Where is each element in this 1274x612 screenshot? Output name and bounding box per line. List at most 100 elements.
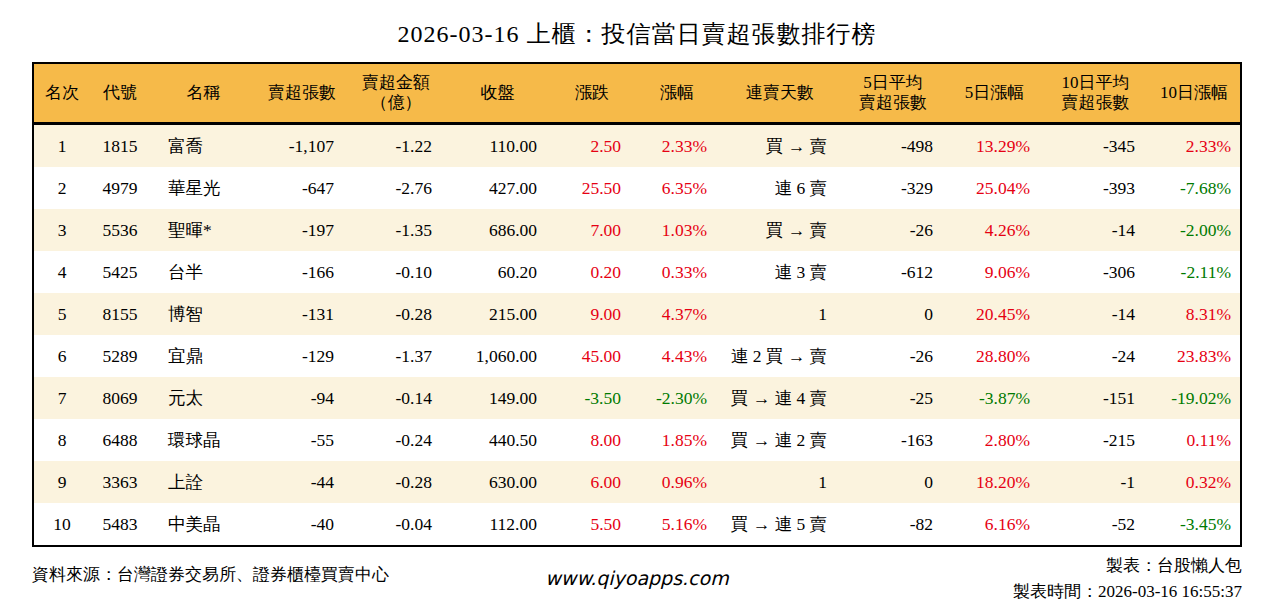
cell-pct10: 2.33% — [1148, 125, 1240, 167]
cell-change-pct: -2.30% — [634, 377, 720, 419]
cell-amount: -2.76 — [347, 167, 445, 209]
cell-code: 1815 — [90, 125, 150, 167]
cell-code: 5289 — [90, 335, 150, 377]
cell-pct5: 20.45% — [946, 293, 1043, 335]
cell-avg5: -498 — [840, 125, 946, 167]
cell-sell-streak: 買 → 賣 — [720, 209, 840, 251]
cell-amount: -1.22 — [347, 125, 445, 167]
table-row: 7 8069 元太 -94 -0.14 149.00 -3.50 -2.30% … — [34, 377, 1240, 419]
cell-sell-streak: 連 6 賣 — [720, 167, 840, 209]
page-title: 2026-03-16 上櫃：投信當日賣超張數排行榜 — [0, 18, 1274, 50]
cell-avg5: -329 — [840, 167, 946, 209]
table-row: 6 5289 宜鼎 -129 -1.37 1,060.00 45.00 4.43… — [34, 335, 1240, 377]
cell-rank: 1 — [34, 125, 90, 167]
cell-name: 環球晶 — [150, 419, 257, 461]
cell-sell-streak: 1 — [720, 461, 840, 503]
cell-pct5: 25.04% — [946, 167, 1043, 209]
footer-timestamp: 製表時間：2026-03-16 16:55:37 — [729, 579, 1242, 605]
cell-net-sell: -129 — [257, 335, 347, 377]
cell-name: 元太 — [150, 377, 257, 419]
cell-avg10: -1 — [1043, 461, 1148, 503]
col-header-change: 漲跌 — [550, 64, 634, 122]
cell-rank: 2 — [34, 167, 90, 209]
table-body: 1 1815 富喬 -1,107 -1.22 110.00 2.50 2.33%… — [34, 125, 1240, 545]
cell-pct5: 4.26% — [946, 209, 1043, 251]
col-header-avg5: 5日平均賣超張數 — [840, 64, 946, 122]
cell-change: 9.00 — [550, 293, 634, 335]
cell-amount: -0.28 — [347, 293, 445, 335]
col-header-code: 代號 — [90, 64, 150, 122]
cell-code: 4979 — [90, 167, 150, 209]
cell-change: 2.50 — [550, 125, 634, 167]
cell-pct10: -2.11% — [1148, 251, 1240, 293]
cell-avg5: -163 — [840, 419, 946, 461]
cell-close: 112.00 — [445, 503, 550, 545]
cell-close: 440.50 — [445, 419, 550, 461]
cell-pct10: 8.31% — [1148, 293, 1240, 335]
cell-net-sell: -1,107 — [257, 125, 347, 167]
cell-pct10: -19.02% — [1148, 377, 1240, 419]
footer-maker: 製表：台股懶人包 — [729, 553, 1242, 579]
cell-pct10: 23.83% — [1148, 335, 1240, 377]
cell-pct5: 18.20% — [946, 461, 1043, 503]
footer-credits: 製表：台股懶人包 製表時間：2026-03-16 16:55:37 — [729, 553, 1242, 605]
cell-change: -3.50 — [550, 377, 634, 419]
cell-sell-streak: 買 → 連 4 賣 — [720, 377, 840, 419]
col-header-change-pct: 漲幅 — [634, 64, 720, 122]
cell-code: 5483 — [90, 503, 150, 545]
table-row: 5 8155 博智 -131 -0.28 215.00 9.00 4.37% 1… — [34, 293, 1240, 335]
cell-net-sell: -197 — [257, 209, 347, 251]
table-row: 3 5536 聖暉* -197 -1.35 686.00 7.00 1.03% … — [34, 209, 1240, 251]
cell-rank: 4 — [34, 251, 90, 293]
footer: 資料來源：台灣證券交易所、證券櫃檯買賣中心 www.qiyoapps.com 製… — [32, 547, 1242, 605]
cell-close: 686.00 — [445, 209, 550, 251]
cell-sell-streak: 買 → 連 5 賣 — [720, 503, 840, 545]
cell-name: 富喬 — [150, 125, 257, 167]
cell-name: 中美晶 — [150, 503, 257, 545]
cell-avg5: -612 — [840, 251, 946, 293]
table-row: 9 3363 上詮 -44 -0.28 630.00 6.00 0.96% 1 … — [34, 461, 1240, 503]
cell-change: 8.00 — [550, 419, 634, 461]
cell-change-pct: 1.85% — [634, 419, 720, 461]
table-header-row: 名次 代號 名稱 賣超張數 賣超金額（億） 收盤 漲跌 漲幅 連賣天數 5日平均… — [34, 64, 1240, 125]
cell-avg5: -26 — [840, 209, 946, 251]
cell-code: 5425 — [90, 251, 150, 293]
cell-close: 427.00 — [445, 167, 550, 209]
cell-close: 149.00 — [445, 377, 550, 419]
col-header-rank: 名次 — [34, 64, 90, 122]
cell-code: 6488 — [90, 419, 150, 461]
cell-avg5: -25 — [840, 377, 946, 419]
cell-change: 7.00 — [550, 209, 634, 251]
col-header-sell-streak: 連賣天數 — [720, 64, 840, 122]
cell-pct10: -2.00% — [1148, 209, 1240, 251]
cell-change: 45.00 — [550, 335, 634, 377]
cell-avg10: -393 — [1043, 167, 1148, 209]
cell-change: 25.50 — [550, 167, 634, 209]
cell-name: 台半 — [150, 251, 257, 293]
cell-net-sell: -94 — [257, 377, 347, 419]
cell-avg10: -151 — [1043, 377, 1148, 419]
cell-amount: -1.37 — [347, 335, 445, 377]
cell-name: 聖暉* — [150, 209, 257, 251]
cell-sell-streak: 連 3 賣 — [720, 251, 840, 293]
cell-change: 6.00 — [550, 461, 634, 503]
footer-source: 資料來源：台灣證券交易所、證券櫃檯買賣中心 — [32, 563, 545, 586]
cell-amount: -0.28 — [347, 461, 445, 503]
cell-change-pct: 4.37% — [634, 293, 720, 335]
cell-pct5: 28.80% — [946, 335, 1043, 377]
cell-avg10: -52 — [1043, 503, 1148, 545]
cell-avg10: -345 — [1043, 125, 1148, 167]
cell-rank: 8 — [34, 419, 90, 461]
cell-code: 3363 — [90, 461, 150, 503]
cell-change-pct: 4.43% — [634, 335, 720, 377]
cell-name: 華星光 — [150, 167, 257, 209]
cell-close: 1,060.00 — [445, 335, 550, 377]
cell-avg5: -82 — [840, 503, 946, 545]
cell-avg10: -14 — [1043, 209, 1148, 251]
cell-amount: -1.35 — [347, 209, 445, 251]
cell-rank: 7 — [34, 377, 90, 419]
cell-avg10: -14 — [1043, 293, 1148, 335]
col-header-pct5: 5日漲幅 — [946, 64, 1043, 122]
cell-sell-streak: 買 → 連 2 賣 — [720, 419, 840, 461]
cell-pct10: 0.11% — [1148, 419, 1240, 461]
